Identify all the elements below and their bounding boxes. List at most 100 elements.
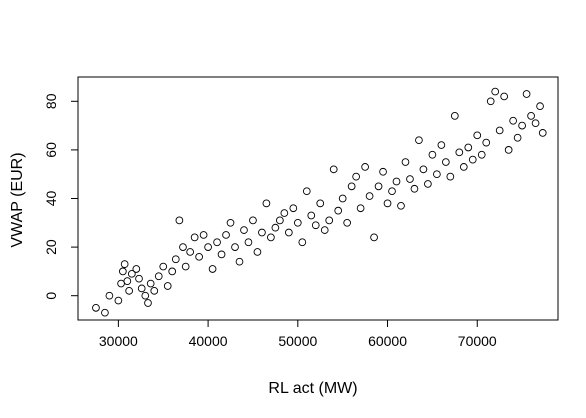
data-point <box>338 194 347 203</box>
data-point <box>168 267 177 276</box>
data-point <box>538 129 547 137</box>
data-point <box>127 269 136 278</box>
data-point <box>388 187 396 196</box>
data-point <box>137 284 146 293</box>
data-point <box>289 204 298 213</box>
data-point <box>442 158 450 166</box>
y-tick-label: 0 <box>43 292 59 300</box>
data-point <box>190 233 199 242</box>
data-point <box>383 199 392 208</box>
data-point <box>258 228 266 237</box>
y-tick-label: 80 <box>43 93 59 109</box>
data-point <box>213 238 221 247</box>
data-point <box>284 228 293 237</box>
data-point <box>101 308 109 317</box>
data-point <box>361 163 369 171</box>
plot-area: 30000 40000 50000 60000 70000 0 20 40 60 80 <box>43 76 559 349</box>
data-point <box>186 248 194 256</box>
data-point <box>482 138 491 147</box>
data-point <box>135 274 143 283</box>
data-point <box>105 291 114 300</box>
y-axis-title: VWAP (EUR) <box>9 152 26 247</box>
data-point <box>120 260 129 268</box>
data-point <box>522 90 531 98</box>
data-point <box>410 184 419 193</box>
data-point <box>307 211 316 220</box>
plot-frame <box>77 76 559 321</box>
data-point <box>473 131 482 140</box>
data-point <box>455 148 464 157</box>
data-point <box>343 218 352 227</box>
data-point <box>226 218 235 227</box>
data-point <box>179 243 187 251</box>
data-point <box>316 199 325 208</box>
x-tick-label: 60000 <box>368 333 407 349</box>
data-point <box>347 182 356 191</box>
data-point <box>527 112 535 120</box>
data-point <box>298 238 307 247</box>
y-tick-label: 60 <box>43 142 59 158</box>
y-tick-label: 20 <box>43 239 59 255</box>
data-point <box>117 279 125 288</box>
data-point <box>150 286 159 295</box>
data-point <box>401 158 410 166</box>
data-point <box>293 218 302 227</box>
data-point <box>419 165 428 174</box>
data-point <box>320 226 329 234</box>
x-axis-title: RL act (MW) <box>268 380 357 397</box>
data-point <box>504 146 513 154</box>
data-point <box>159 262 168 271</box>
data-point <box>92 304 100 312</box>
data-point <box>132 265 141 273</box>
data-point <box>146 279 155 288</box>
data-point <box>446 172 455 181</box>
data-point <box>329 165 338 174</box>
data-point <box>392 177 401 186</box>
data-point <box>171 255 180 264</box>
data-point <box>424 180 432 188</box>
data-point <box>379 167 387 176</box>
data-point <box>195 252 203 261</box>
data-point <box>495 126 504 135</box>
data-point <box>428 150 437 159</box>
data-point <box>513 133 522 142</box>
data-point <box>302 187 311 196</box>
data-point <box>406 175 414 183</box>
data-point <box>262 199 271 208</box>
data-point <box>477 150 486 159</box>
data-point <box>267 233 275 242</box>
data-point <box>163 282 172 290</box>
data-point <box>222 231 230 239</box>
x-tick-label: 40000 <box>189 333 228 349</box>
data-point <box>509 116 517 125</box>
data-point <box>217 250 226 259</box>
x-tick-label: 50000 <box>278 333 317 349</box>
data-point <box>175 216 184 225</box>
data-point <box>249 216 257 225</box>
data-point <box>325 216 334 225</box>
data-point <box>531 119 540 128</box>
data-point <box>311 221 320 230</box>
data-point <box>276 216 284 225</box>
data-point <box>464 143 473 152</box>
x-tick-label: 70000 <box>458 333 497 349</box>
data-point <box>459 163 468 171</box>
data-point <box>356 204 365 213</box>
data-point <box>536 102 544 111</box>
data-point <box>253 248 262 256</box>
data-point <box>433 170 441 179</box>
data-point <box>450 112 459 120</box>
data-point <box>123 277 132 285</box>
data-point <box>374 182 383 191</box>
x-tick-label: 30000 <box>99 333 138 349</box>
data-point <box>240 226 248 234</box>
data-point <box>415 136 423 145</box>
data-point <box>271 223 280 232</box>
data-point <box>352 172 360 181</box>
data-point <box>500 92 509 101</box>
data-point <box>144 299 152 307</box>
data-point <box>204 243 212 251</box>
data-point <box>468 155 477 164</box>
data-point <box>365 192 374 200</box>
